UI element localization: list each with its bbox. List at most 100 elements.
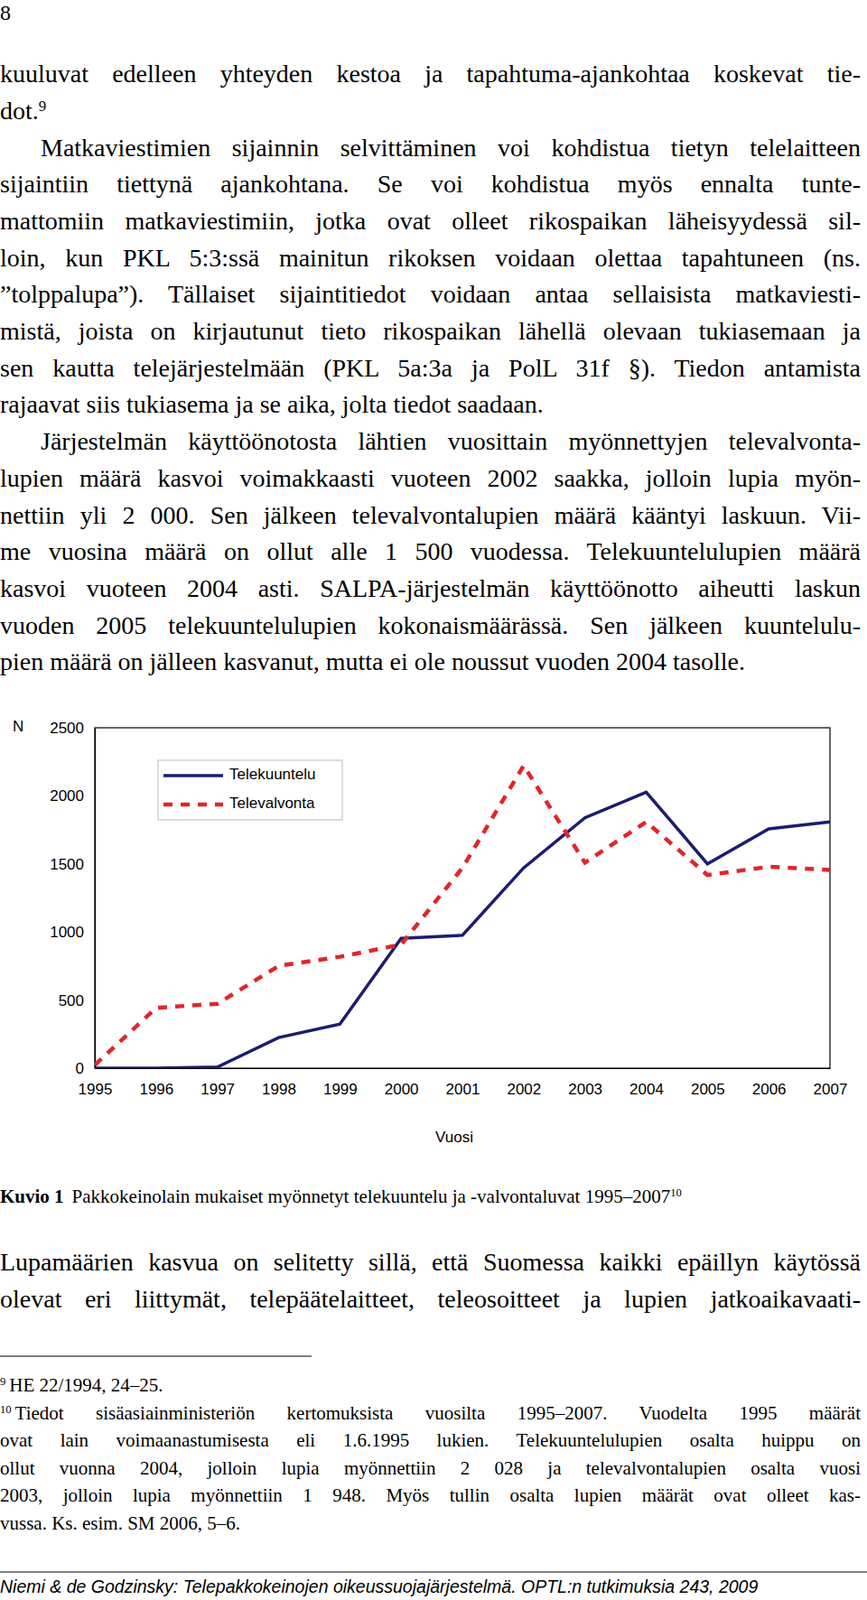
tick-label: 500 xyxy=(58,992,84,1010)
line-text: loin, kun PKL 5:3:ssä mainitun rikoksen … xyxy=(0,243,861,272)
x-axis: 1995 1996 1997 1998 1999 2000 2001 2002 2003 2004… xyxy=(78,1068,849,1099)
tick-label: 0 xyxy=(75,1060,84,1078)
caption-label: Kuvio 1 xyxy=(0,1185,65,1208)
y-axis-title: N xyxy=(12,717,24,736)
text-line: dot.9 xyxy=(0,93,47,131)
tick-label: 1997 xyxy=(200,1081,235,1099)
text-line: sen kautta telejärjestelmään (PKL 5a:3a … xyxy=(0,350,861,388)
tick: 500 xyxy=(58,992,95,1010)
page: 8kuuluvat edelleen yhteyden kestoa ja ta… xyxy=(0,0,867,1600)
tick-label: 2004 xyxy=(629,1081,664,1099)
tick-label: 1995 xyxy=(78,1081,113,1099)
tick: 2003 xyxy=(568,1068,603,1099)
tick-label: 2007 xyxy=(813,1081,849,1099)
footnote-mark: 9 xyxy=(0,1375,6,1389)
tick: 2000 xyxy=(384,1068,420,1099)
line-text: lupien määrä kasvoi voimakkaasti vuoteen… xyxy=(0,464,861,493)
text-line: vuoden 2005 telekuuntelulupien kokonaism… xyxy=(0,607,861,645)
line-text: 2003, jolloin lupia myönnettiin 1 948. M… xyxy=(0,1484,861,1507)
tick-label: 2005 xyxy=(690,1081,726,1099)
tick: 1999 xyxy=(323,1068,358,1099)
plot-frame xyxy=(94,727,830,1069)
text: dot. xyxy=(0,96,39,125)
tick-label: 2006 xyxy=(752,1081,787,1099)
text-line: ”tolppalupa”). Tällaiset sijaintitiedot … xyxy=(0,276,861,314)
tick-label: 1500 xyxy=(49,856,84,874)
line-text: me vuosina määrä on ollut alle 1 500 vuo… xyxy=(0,537,861,566)
text-line: ollut vuonna 2004, jolloin lupia myönnet… xyxy=(0,1454,861,1483)
tick: 2000 xyxy=(49,787,95,805)
line-text: nettiin yli 2 000. Sen jälkeen televalvo… xyxy=(0,501,861,530)
tick-label: 2002 xyxy=(506,1081,541,1099)
legend-box xyxy=(158,760,343,821)
line-text: 9HE 22/1994, 24–25. xyxy=(0,1374,164,1397)
tick-label: 1999 xyxy=(323,1081,358,1099)
tick: 2002 xyxy=(506,1068,541,1099)
legend-label: Telekuuntelu xyxy=(229,765,316,784)
chart: 0 500 1000 1500 2000 2500 1995 1996 1997 1998 1999… xyxy=(0,0,867,1600)
text-line: mistä, joista on kirjautunut tieto rikos… xyxy=(0,313,861,351)
tick: 2005 xyxy=(690,1068,726,1099)
text-line: pien määrä on jälleen kasvanut, mutta ei… xyxy=(0,643,746,681)
text-line: Järjestelmän käyttöönotosta lähtien vuos… xyxy=(40,423,861,461)
line-text: vuoden 2005 telekuuntelulupien kokonaism… xyxy=(0,611,861,640)
tick: 2001 xyxy=(446,1068,481,1099)
footnote-rule xyxy=(0,1356,312,1358)
tick: 1995 xyxy=(78,1068,113,1099)
text-line: Kuvio 1 Pakkokeinolain mukaiset myönnetyt… xyxy=(0,1183,682,1211)
footnote-mark: 10 xyxy=(0,1403,12,1417)
tick: 1997 xyxy=(200,1068,235,1099)
line-text: sijaintiin tiettynä ajankohtana. Se voi … xyxy=(0,169,861,198)
line-text: Järjestelmän käyttöönotosta lähtien vuos… xyxy=(40,427,861,456)
text-line: kasvoi vuoteen 2004 asti. SALPA-järjeste… xyxy=(0,570,861,608)
line-text: Kuvio 1 Pakkokeinolain mukaiset myönnetyt… xyxy=(0,1185,682,1208)
footer-rule xyxy=(0,1572,867,1574)
text-line: mattomiin matkaviestimiin, jotka ovat ol… xyxy=(0,203,861,241)
tick-label: 1000 xyxy=(49,923,84,942)
text-line: 9HE 22/1994, 24–25. xyxy=(0,1371,164,1399)
text-line: rajaavat siis tukiasema ja se aika, jolt… xyxy=(0,386,544,424)
line-text: kasvoi vuoteen 2004 asti. SALPA-järjeste… xyxy=(0,574,861,603)
tick: 1500 xyxy=(49,856,95,874)
line-text: vussa. Ks. esim. SM 2006, 5–6. xyxy=(0,1512,241,1535)
text-line: Lupamäärien kasvua on selitetty sillä, e… xyxy=(0,1244,861,1282)
line-text: ollut vuonna 2004, jolloin lupia myönnet… xyxy=(0,1457,861,1480)
tick: 2500 xyxy=(49,719,95,737)
text-line: kuuluvat edelleen yhteyden kestoa ja tap… xyxy=(0,55,861,94)
line-text: ovat lain voimaanastumisesta eli 1.6.199… xyxy=(0,1429,861,1452)
text-line: lupien määrä kasvoi voimakkaasti vuoteen… xyxy=(0,460,861,498)
text-line: 10Tiedot sisäasiainministeriön kertomuks… xyxy=(0,1399,861,1427)
line-text: Matkaviestimien sijainnin selvittäminen … xyxy=(40,133,861,162)
legend-label: Televalvonta xyxy=(229,794,316,812)
tick-label: 2003 xyxy=(568,1081,603,1099)
y-axis: 0 500 1000 1500 2000 2500 xyxy=(49,719,95,1078)
line-text: 10Tiedot sisäasiainministeriön kertomuks… xyxy=(0,1402,861,1425)
tick-label: 2500 xyxy=(49,719,84,737)
line-text: mattomiin matkaviestimiin, jotka ovat ol… xyxy=(0,206,861,235)
legend: Telekuuntelu Televalvonta xyxy=(158,760,343,821)
text: Pakkokeinolain mukaiset myönnetyt teleku… xyxy=(72,1185,672,1208)
axis-line xyxy=(95,1068,831,1070)
axis-line xyxy=(94,728,96,1070)
tick-label: 1998 xyxy=(261,1081,297,1099)
tick: 1996 xyxy=(139,1068,174,1099)
series-line xyxy=(94,792,830,1069)
text-line: nettiin yli 2 000. Sen jälkeen televalvo… xyxy=(0,497,861,535)
tick: 2007 xyxy=(813,1068,849,1099)
line-text: dot.9 xyxy=(0,96,47,125)
line-text: sen kautta telejärjestelmään (PKL 5a:3a … xyxy=(0,354,861,383)
text-line: olevat eri liittymät, telepäätelaitteet,… xyxy=(0,1281,861,1319)
line-text: kuuluvat edelleen yhteyden kestoa ja tap… xyxy=(0,59,861,88)
tick-label: 2000 xyxy=(49,787,84,805)
tick-label: 2000 xyxy=(384,1081,420,1099)
legend-swatch xyxy=(163,802,224,808)
tick: 1000 xyxy=(49,923,95,942)
line-text: ”tolppalupa”). Tällaiset sijaintitiedot … xyxy=(0,279,861,308)
text-line: me vuosina määrä on ollut alle 1 500 vuo… xyxy=(0,533,861,571)
tick: 2006 xyxy=(752,1068,787,1099)
tick: 2004 xyxy=(629,1068,664,1099)
line-text: mistä, joista on kirjautunut tieto rikos… xyxy=(0,316,861,345)
line-text: olevat eri liittymät, telepäätelaitteet,… xyxy=(0,1285,861,1314)
text-line: Matkaviestimien sijainnin selvittäminen … xyxy=(40,130,861,168)
tick-label: 2001 xyxy=(446,1081,481,1099)
